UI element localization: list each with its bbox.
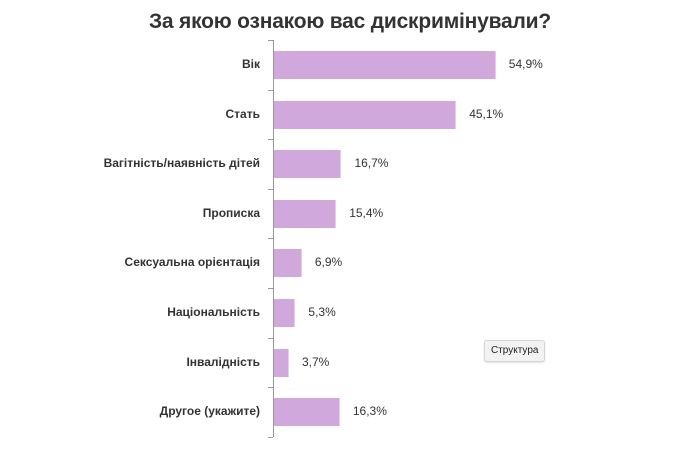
- bar: [274, 249, 302, 278]
- bar: [274, 100, 457, 129]
- bar-row: Сексуальна орієнтація 6,9%: [0, 238, 700, 288]
- category-label: Вік: [241, 57, 260, 71]
- category-label: Вагітність/наявність дітей: [103, 156, 260, 171]
- bar: [274, 199, 337, 228]
- axis-tick: [268, 387, 273, 389]
- y-axis: [273, 40, 274, 437]
- category-label: Прописка: [202, 205, 260, 220]
- bar: [274, 299, 296, 327]
- axis-tick: [268, 139, 273, 141]
- bar-row: Стать 45,1%: [0, 90, 700, 140]
- category-label: Другое (укажите): [159, 404, 260, 419]
- axis-tick: [268, 188, 273, 190]
- axis-tick: [268, 337, 273, 339]
- category-label: Національність: [167, 305, 260, 319]
- bar-row: Другое (укажите) 16,3%: [0, 387, 700, 437]
- bar-row: Інвалідність 3,7%: [0, 338, 700, 388]
- category-label: Сексуальна орієнтація: [124, 255, 260, 270]
- bar: [274, 150, 342, 179]
- bar: [274, 348, 289, 377]
- value-label: 16,3%: [352, 404, 387, 419]
- category-label: Інвалідність: [186, 354, 260, 369]
- value-label: 5,3%: [308, 305, 336, 319]
- axis-tick: [268, 40, 273, 41]
- value-label: 6,9%: [314, 255, 343, 270]
- bar: [274, 398, 340, 427]
- axis-tick: [268, 89, 273, 91]
- value-label: 15,4%: [349, 205, 384, 220]
- value-label: 3,7%: [301, 354, 330, 369]
- category-label: Стать: [225, 106, 260, 121]
- bar: [274, 51, 496, 79]
- value-label: 54,9%: [508, 57, 543, 71]
- structure-button[interactable]: Структура: [484, 340, 546, 362]
- bar-row: Національність 5,3%: [0, 288, 700, 338]
- value-label: 16,7%: [354, 156, 389, 171]
- axis-tick: [268, 238, 273, 240]
- chart-title: За якою ознакою вас дискримінували?: [148, 10, 552, 33]
- axis-tick: [268, 436, 273, 438]
- bar-row: Прописка 15,4%: [0, 189, 700, 239]
- bar-row: Вагітність/наявність дітей 16,7%: [0, 139, 700, 189]
- bar-row: Вік 54,9%: [0, 40, 700, 90]
- value-label: 45,1%: [469, 106, 504, 121]
- axis-tick: [268, 288, 273, 289]
